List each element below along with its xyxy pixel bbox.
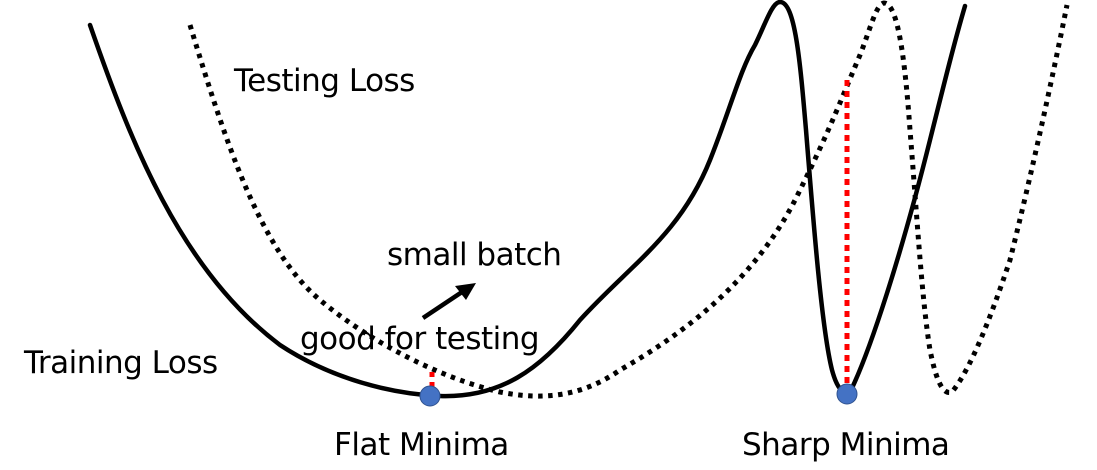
arrow-icon — [455, 283, 476, 300]
testing-loss-label: Testing Loss — [234, 63, 415, 99]
sharp-minima-dot — [836, 383, 858, 405]
training-loss-label: Training Loss — [24, 345, 218, 381]
testing-loss-curve — [187, 0, 1070, 399]
flat-minima-label: Flat Minima — [334, 427, 509, 463]
good-for-testing-label: good for testing — [300, 321, 540, 357]
arrow-shaft — [421, 290, 464, 320]
small-batch-label: small batch — [387, 237, 562, 273]
flat-minima-dot — [419, 385, 441, 407]
training-loss-curve — [87, 0, 968, 399]
sharp-minima-label: Sharp Minima — [742, 427, 950, 463]
